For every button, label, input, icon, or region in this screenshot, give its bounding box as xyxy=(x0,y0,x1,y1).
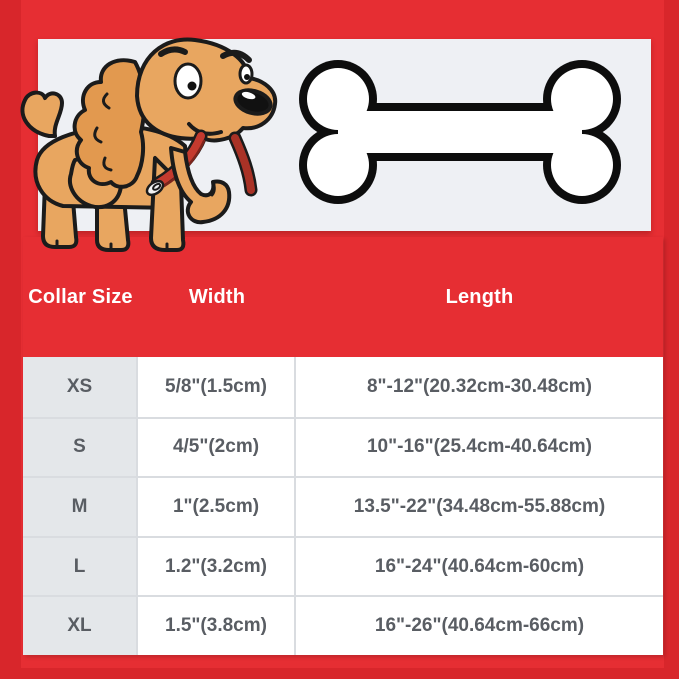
table-row: L 1.2"(3.2cm) 16"-24"(40.64cm-60cm) xyxy=(23,535,663,596)
header-length: Length xyxy=(445,285,514,308)
table-row: S 4/5"(2cm) 10"-16"(25.4cm-40.64cm) xyxy=(23,416,663,477)
table-body: XS 5/8"(1.5cm) 8"-12"(20.32cm-30.48cm) S… xyxy=(23,357,663,655)
width-value: 1"(2.5cm) xyxy=(138,476,296,536)
size-label: S xyxy=(23,416,138,477)
width-value: 1.5"(3.8cm) xyxy=(138,595,296,655)
length-value: 8"-12"(20.32cm-30.48cm) xyxy=(366,375,593,397)
size-chart-table: Collar Size Width Length XS 5/8"(1.5cm) … xyxy=(23,237,663,655)
length-value: 16"-24"(40.64cm-60cm) xyxy=(296,535,663,596)
header-width: Width xyxy=(188,285,246,308)
width-value: 5/8"(1.5cm) xyxy=(138,357,296,417)
dog-icon xyxy=(15,36,307,258)
width-value: 1.2"(3.2cm) xyxy=(138,535,296,596)
size-label: L xyxy=(23,535,138,596)
length-value: 10"-16"(25.4cm-40.64cm) xyxy=(296,416,663,477)
table-row: M 1"(2.5cm) 13.5"-22"(34.48cm-55.88cm) xyxy=(23,476,663,536)
width-value: 4/5"(2cm) xyxy=(138,416,296,477)
size-label: XL xyxy=(23,595,138,655)
leash-clasp-icon xyxy=(145,179,165,197)
length-value: 16"-26"(40.64cm-66cm) xyxy=(296,595,663,655)
size-label: M xyxy=(23,476,138,536)
header-collar-size: Collar Size xyxy=(28,285,133,308)
table-row: XS 5/8"(1.5cm) 8"-12"(20.32cm-30.48cm) xyxy=(23,357,663,417)
table-row: XL 1.5"(3.8cm) 16"-26"(40.64cm-66cm) xyxy=(23,595,663,655)
size-label: XS xyxy=(23,357,138,417)
length-value: 13.5"-22"(34.48cm-55.88cm) xyxy=(296,476,663,536)
bone-icon xyxy=(290,59,630,205)
table-header-row: Collar Size Width Length xyxy=(23,237,663,357)
hero-banner xyxy=(38,39,651,231)
